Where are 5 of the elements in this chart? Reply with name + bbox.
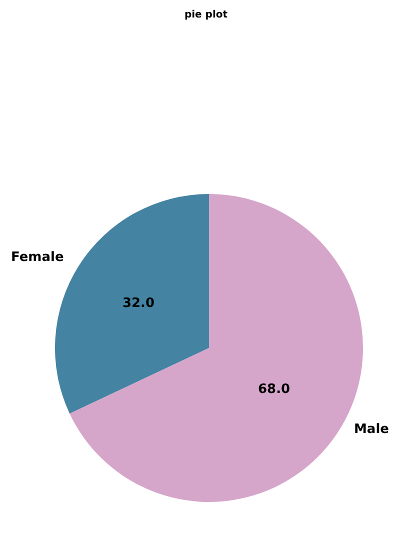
- chart-title: pie plot: [184, 10, 228, 20]
- slice-label: Female: [11, 250, 64, 265]
- slice-label: Male: [354, 422, 390, 437]
- data-label: 68.0: [258, 382, 290, 397]
- data-label: 32.0: [122, 296, 155, 311]
